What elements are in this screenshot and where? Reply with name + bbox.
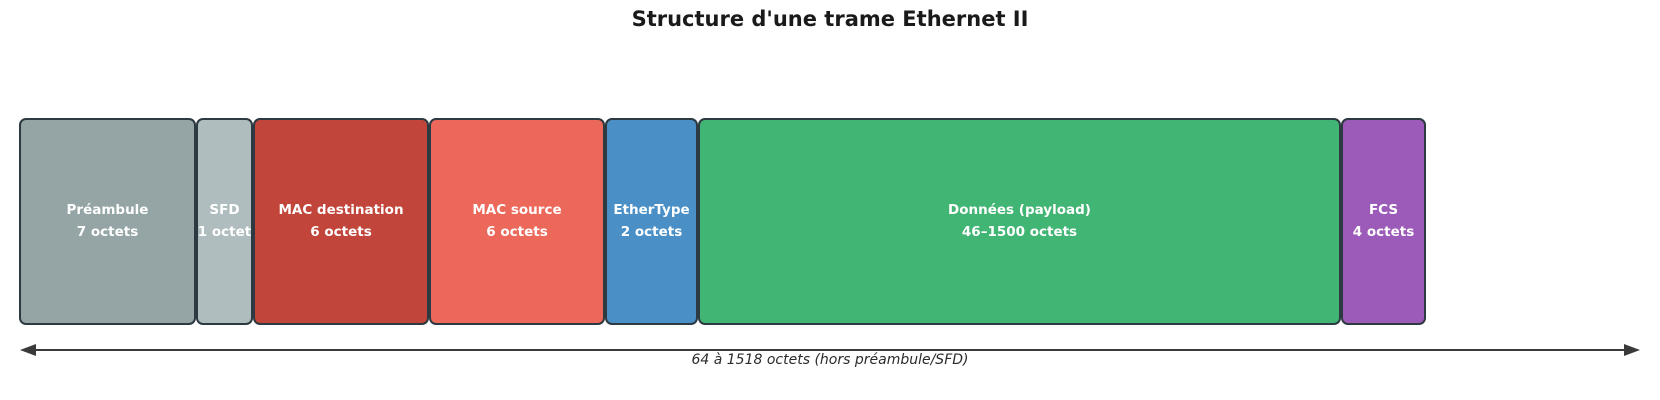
field-size: 6 octets <box>310 223 372 240</box>
frame-field-fcs: FCS 4 octets <box>1341 118 1426 325</box>
field-name: FCS <box>1368 201 1399 218</box>
total-length-arrow <box>20 341 1640 359</box>
field-size: 7 octets <box>76 223 139 240</box>
field-name: Données (payload) <box>948 201 1091 218</box>
field-size: 4 octets <box>1352 223 1415 240</box>
total-length-label: 64 à 1518 octets (hors préambule/SFD) <box>691 352 969 368</box>
frame-field-preamble: Préambule 7 octets <box>19 118 196 325</box>
field-size: 46–1500 octets <box>961 223 1078 240</box>
field-size: 6 octets <box>486 223 548 240</box>
field-name: SFD <box>209 201 240 218</box>
double-arrow-icon <box>20 344 1640 356</box>
field-name: MAC source <box>472 201 562 218</box>
ethernet-frame-bar: Préambule 7 octets SFD 1 octet MAC desti… <box>19 118 1426 325</box>
field-name: Préambule <box>66 201 149 218</box>
field-size: 1 octet <box>197 223 252 240</box>
field-name: MAC destination <box>278 201 404 218</box>
field-name: EtherType <box>613 201 690 218</box>
field-size: 2 octets <box>620 223 683 240</box>
frame-field-sfd: SFD 1 octet <box>196 118 253 325</box>
figure-title: Structure d'une trame Ethernet II <box>631 7 1029 31</box>
frame-field-payload: Données (payload) 46–1500 octets <box>698 118 1341 325</box>
frame-field-ethertype: EtherType 2 octets <box>605 118 698 325</box>
frame-field-mac-source: MAC source 6 octets <box>429 118 605 325</box>
frame-field-mac-destination: MAC destination 6 octets <box>253 118 429 325</box>
